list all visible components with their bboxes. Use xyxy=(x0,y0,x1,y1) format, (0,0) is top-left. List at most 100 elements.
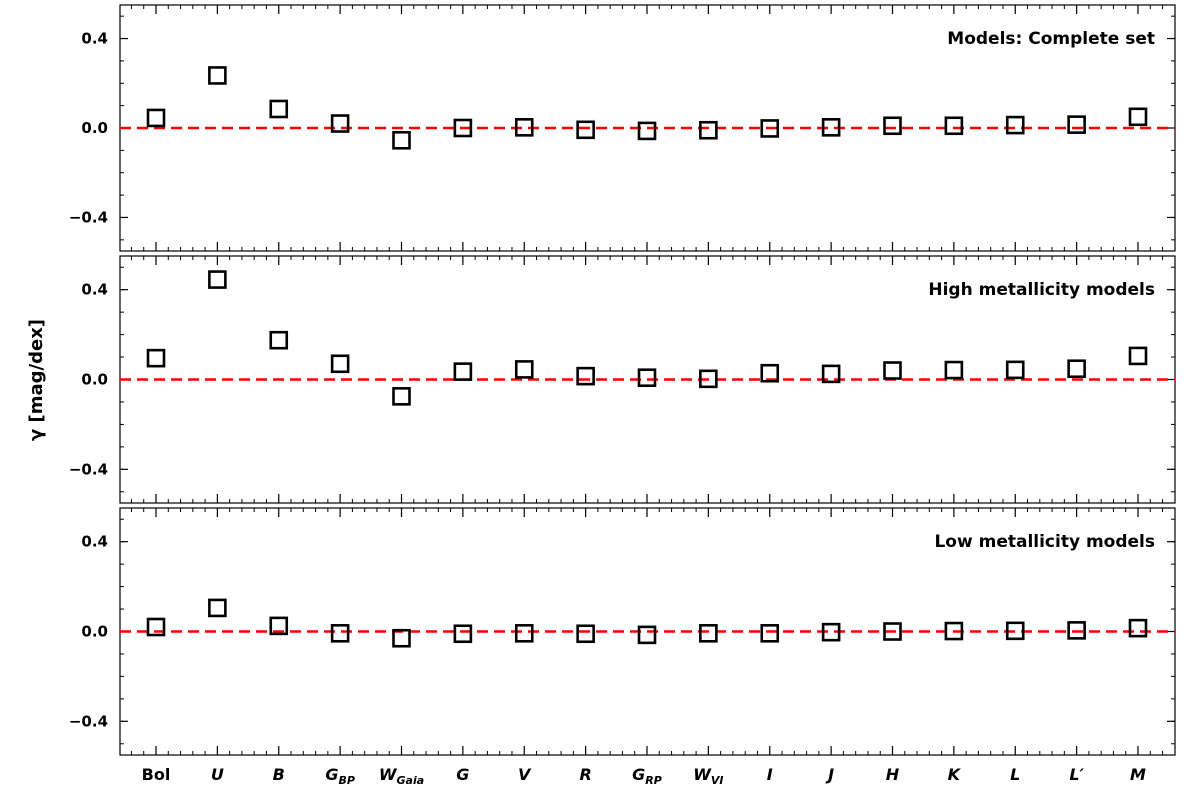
data-point-marker xyxy=(392,387,411,406)
data-point-marker xyxy=(576,366,595,386)
y-tick-label: 0.4 xyxy=(81,30,108,48)
data-point-marker xyxy=(699,369,718,389)
category-main: R xyxy=(579,765,591,784)
y-tick-label: 0.4 xyxy=(81,281,108,299)
x-category-label: K xyxy=(948,765,962,784)
data-point-marker xyxy=(269,616,289,636)
x-category-label: M xyxy=(1130,765,1146,784)
data-point-marker xyxy=(821,118,841,137)
category-main: G xyxy=(325,765,338,784)
panel-title: Models: Complete set xyxy=(947,29,1155,49)
data-point-marker xyxy=(514,360,534,379)
y-tick-label: −0.4 xyxy=(69,208,108,226)
x-category-label: B xyxy=(273,765,285,784)
panel-title: Low metallicity models xyxy=(934,532,1155,552)
x-category-label: J xyxy=(825,765,834,784)
x-category-label: G xyxy=(456,765,469,784)
x-category-label: GRP xyxy=(632,765,662,787)
x-category-label: V xyxy=(518,765,532,784)
data-point-marker xyxy=(453,362,473,381)
category-main: W xyxy=(379,765,398,784)
y-axis-label: γ [mag/dex] xyxy=(26,319,47,441)
y-tick-label: 0.0 xyxy=(81,119,108,137)
data-point-marker xyxy=(1067,115,1086,134)
x-category-label: I xyxy=(767,765,773,784)
panel-2: 0.4 0.0 −0.4 High metallicity models xyxy=(69,255,1176,504)
category-main: H xyxy=(886,765,900,784)
data-point-marker xyxy=(208,66,227,85)
category-main: Bol xyxy=(142,765,171,784)
data-point-marker xyxy=(1067,359,1086,379)
panel-title: High metallicity models xyxy=(928,280,1155,300)
category-subscript: RP xyxy=(645,774,662,787)
x-category-label: H xyxy=(886,765,900,784)
data-point-marker xyxy=(760,363,780,383)
category-subscript: Gaia xyxy=(397,774,425,787)
data-point-marker xyxy=(944,116,964,136)
category-main: G xyxy=(456,765,469,784)
data-point-marker xyxy=(699,623,718,643)
x-category-label: L′ xyxy=(1069,765,1084,784)
x-category-label: L xyxy=(1010,765,1020,784)
category-main: M xyxy=(1130,765,1146,784)
data-point-marker xyxy=(637,625,657,645)
data-point-marker xyxy=(453,118,473,138)
data-point-marker xyxy=(883,361,902,380)
data-point-marker xyxy=(1005,115,1025,135)
data-point-marker xyxy=(1128,346,1148,366)
category-main: J xyxy=(825,765,834,784)
panel-1: 0.4 0.0 −0.4 Models: Complete set xyxy=(69,4,1176,252)
data-point-marker xyxy=(330,623,350,643)
data-point-marker xyxy=(269,330,289,350)
data-point-marker xyxy=(699,120,718,140)
data-point-marker xyxy=(146,108,166,128)
data-point-marker xyxy=(1067,621,1086,640)
data-point-marker xyxy=(514,118,534,137)
category-subscript: BP xyxy=(338,774,354,787)
data-point-marker xyxy=(760,623,780,643)
category-subscript: VI xyxy=(711,774,724,787)
y-tick-label: −0.4 xyxy=(69,460,108,478)
category-main: K xyxy=(948,765,962,784)
category-main: B xyxy=(273,765,285,784)
category-main: V xyxy=(518,765,532,784)
category-main: L xyxy=(1010,765,1020,784)
y-tick-label: −0.4 xyxy=(69,712,108,730)
panel-3: 0.4 0.0 −0.4 Low metallicity models xyxy=(69,507,1176,756)
category-main: W xyxy=(693,765,712,784)
data-point-marker xyxy=(146,348,166,368)
data-point-marker xyxy=(576,120,595,140)
data-point-marker xyxy=(208,598,227,618)
data-point-marker xyxy=(1128,618,1148,638)
x-category-label: WGaia xyxy=(379,765,424,787)
data-point-marker xyxy=(944,360,964,380)
y-tick-label: 0.0 xyxy=(81,623,108,641)
y-tick-label: 0.4 xyxy=(81,533,108,551)
data-point-marker xyxy=(576,624,595,644)
data-point-marker xyxy=(392,628,411,648)
data-point-marker xyxy=(637,368,657,388)
data-point-marker xyxy=(146,617,166,637)
data-point-marker xyxy=(883,116,902,136)
data-point-marker xyxy=(1005,621,1025,641)
category-main: L′ xyxy=(1069,765,1084,784)
data-point-marker xyxy=(944,621,964,641)
y-tick-label: 0.0 xyxy=(81,371,108,389)
x-category-label: U xyxy=(211,765,224,784)
x-category-label: R xyxy=(579,765,591,784)
category-main: I xyxy=(767,765,773,784)
x-category-label: GBP xyxy=(325,765,355,787)
data-point-marker xyxy=(514,623,534,643)
data-point-marker xyxy=(821,364,841,384)
data-point-marker xyxy=(1005,360,1025,380)
data-point-marker xyxy=(330,114,350,133)
data-point-marker xyxy=(1128,107,1148,127)
data-point-marker xyxy=(269,99,289,119)
data-point-marker xyxy=(760,119,780,138)
data-point-marker xyxy=(208,270,227,289)
x-category-label: Bol xyxy=(142,765,171,784)
data-point-marker xyxy=(392,131,411,150)
category-main: G xyxy=(632,765,645,784)
